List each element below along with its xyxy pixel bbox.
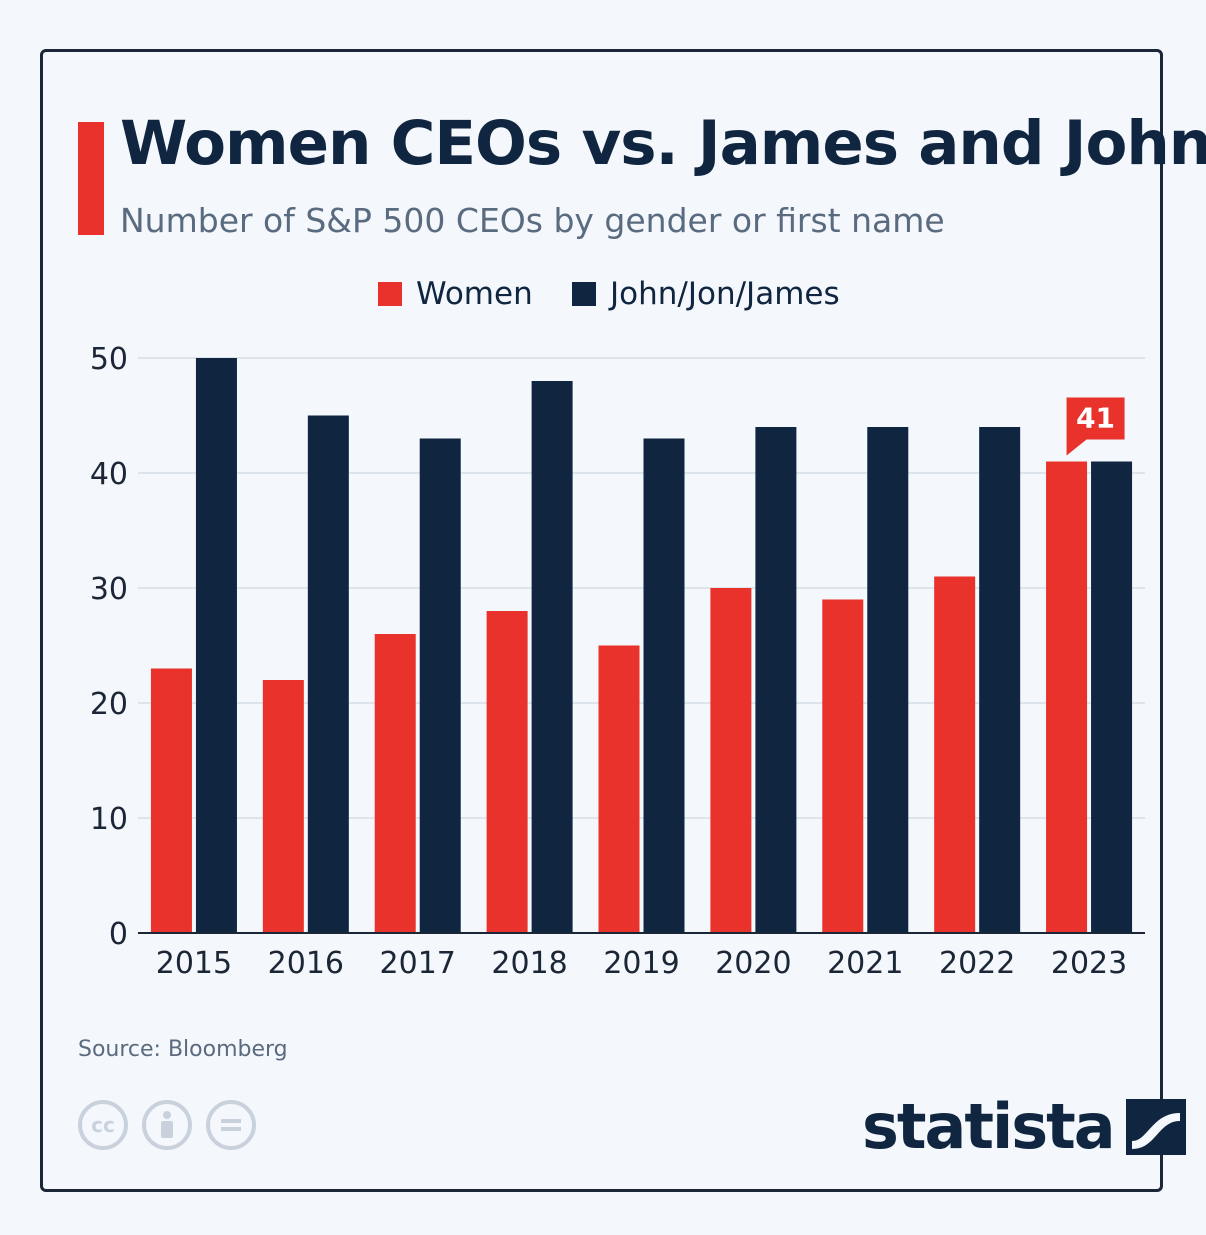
legend-item-john-jon-james: John/Jon/James <box>572 276 840 312</box>
bar-john-jon-james-2020[interactable] <box>755 427 797 933</box>
bar-john-jon-james-2015[interactable] <box>195 358 237 933</box>
bar-women-2020[interactable] <box>710 588 752 933</box>
bar-women-2022[interactable] <box>934 576 976 934</box>
chart-title: Women CEOs vs. James and John <box>120 108 1206 179</box>
legend-swatch-john-jon-james <box>572 282 596 306</box>
x-tick-label: 2018 <box>491 946 567 981</box>
statista-mark-icon <box>1125 1098 1186 1155</box>
bar-john-jon-james-2021[interactable] <box>867 427 909 933</box>
chart-subtitle: Number of S&P 500 CEOs by gender or firs… <box>120 201 945 240</box>
callout-pointer <box>1066 439 1087 456</box>
bar-chart: 0 10 20 30 40 50 2015 2016 2017 2018 2019 2020 2021 2… <box>90 342 1145 981</box>
callout-value: 41 <box>1076 402 1115 435</box>
bar-women-2021[interactable] <box>822 599 864 934</box>
y-tick-label: 50 <box>90 342 128 377</box>
bar-women-2017[interactable] <box>374 634 416 933</box>
statista-logo[interactable]: statista <box>862 1090 1186 1163</box>
x-tick-label: 2016 <box>268 946 344 981</box>
y-tick-label: 20 <box>90 687 128 722</box>
x-tick-label: 2021 <box>827 946 903 981</box>
y-tick-label: 0 <box>109 917 128 952</box>
y-tick-label: 10 <box>90 802 128 837</box>
x-tick-label: 2017 <box>380 946 456 981</box>
data-label-callout: 41 <box>1066 397 1125 456</box>
license-icons: cc <box>78 1100 256 1150</box>
legend-item-women: Women <box>378 276 533 312</box>
bar-women-2023[interactable] <box>1046 461 1088 934</box>
legend-swatch-women <box>378 282 402 306</box>
no-derivatives-icon[interactable] <box>206 1100 256 1150</box>
bar-women-2015[interactable] <box>150 668 192 934</box>
x-tick-label: 2022 <box>939 946 1015 981</box>
attribution-icon[interactable] <box>142 1100 192 1150</box>
x-tick-label: 2020 <box>715 946 791 981</box>
bar-john-jon-james-2017[interactable] <box>419 438 461 934</box>
source-note: Source: Bloomberg <box>78 1037 288 1062</box>
x-tick-label: 2015 <box>156 946 232 981</box>
callout-box <box>1066 397 1125 440</box>
bar-john-jon-james-2023[interactable] <box>1091 461 1133 934</box>
bar-women-2016[interactable] <box>262 680 304 933</box>
bar-john-jon-james-2016[interactable] <box>307 415 349 934</box>
y-tick-label: 40 <box>90 457 128 492</box>
y-tick-label: 30 <box>90 572 128 607</box>
chart-legend: Women John/Jon/James <box>0 276 1206 316</box>
title-accent-bar <box>78 122 104 235</box>
x-tick-label: 2019 <box>603 946 679 981</box>
cc-icon[interactable]: cc <box>78 1100 128 1150</box>
legend-label-john-jon-james: John/Jon/James <box>610 276 840 312</box>
bar-women-2019[interactable] <box>598 645 640 934</box>
legend-label-women: Women <box>416 276 533 312</box>
bar-john-jon-james-2019[interactable] <box>643 438 685 934</box>
bar-john-jon-james-2018[interactable] <box>531 381 573 933</box>
bar-john-jon-james-2022[interactable] <box>979 427 1021 933</box>
bar-women-2018[interactable] <box>486 611 528 933</box>
brand-wordmark: statista <box>862 1090 1116 1163</box>
x-tick-label: 2023 <box>1051 946 1127 981</box>
